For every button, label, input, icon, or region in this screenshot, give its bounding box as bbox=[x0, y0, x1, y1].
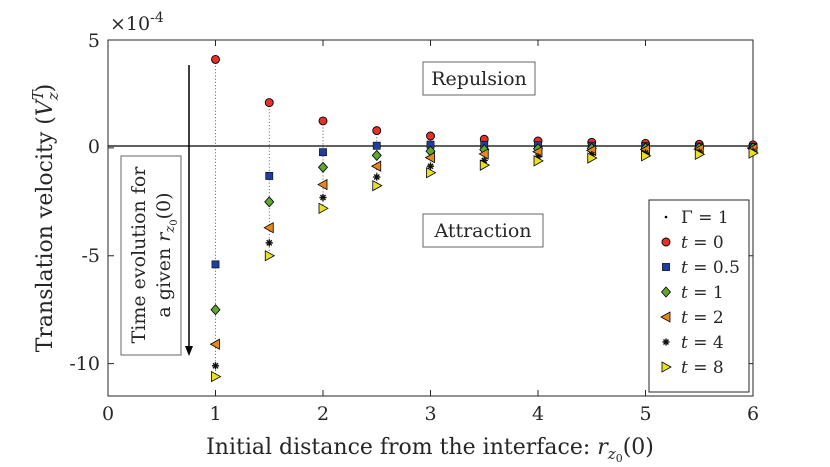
x-axis-label: Initial distance from the interface: rz0… bbox=[206, 435, 654, 465]
legend-label-t4: t = 4 bbox=[681, 333, 724, 353]
data-point-diamond bbox=[317, 161, 329, 173]
legend-marker-star bbox=[662, 338, 670, 346]
legend-marker-triangle-right bbox=[661, 361, 672, 373]
data-point-triangle-left bbox=[424, 151, 435, 164]
exponent-value: -4 bbox=[150, 10, 164, 26]
data-point-circle bbox=[426, 131, 435, 141]
attraction-box bbox=[422, 213, 544, 248]
legend-gamma-sym: Γ bbox=[681, 208, 693, 228]
data-point-triangle-right bbox=[533, 155, 544, 167]
x-label-sym: r bbox=[597, 435, 609, 460]
y-tick-label: 0 bbox=[88, 136, 100, 158]
data-markers bbox=[209, 54, 759, 383]
data-point-triangle-left bbox=[478, 148, 489, 160]
y-label-main: Translation velocity ( bbox=[33, 116, 58, 352]
legend: Γ = 1 t = 0 t = 0.5 t = 1 t = 2 t = 4 t … bbox=[664, 208, 740, 378]
data-point-star bbox=[426, 162, 435, 170]
exponent-prefix: ×10 bbox=[110, 13, 150, 35]
y-label-sub: z bbox=[44, 92, 62, 101]
legend-dot-marker bbox=[664, 215, 668, 219]
data-point-circle bbox=[372, 126, 382, 136]
data-point-triangle-right bbox=[264, 250, 276, 262]
data-point-triangle-left bbox=[263, 222, 274, 234]
repulsion-label: Repulsion bbox=[431, 68, 527, 90]
data-point-triangle-right bbox=[641, 150, 652, 162]
legend-marker-circle bbox=[661, 237, 671, 247]
x-label-tail: (0) bbox=[623, 435, 654, 460]
y-axis-label: Translation velocity (VTz) bbox=[29, 84, 62, 353]
y-tick-labels: 5 0 -5 -10 bbox=[69, 30, 100, 375]
time-evolution-sym: r bbox=[153, 231, 175, 242]
x-tick-label: 3 bbox=[424, 403, 436, 425]
repulsion-box bbox=[422, 61, 536, 96]
data-point-triangle-left bbox=[370, 160, 382, 172]
time-evolution-prefix: a given bbox=[153, 242, 175, 318]
legend-gamma-label: Γ = 1 bbox=[681, 208, 729, 228]
legend-marker-triangle-left bbox=[660, 311, 671, 323]
y-label-tail: ) bbox=[33, 84, 58, 93]
time-evolution-box bbox=[120, 155, 182, 356]
data-point-star bbox=[319, 193, 327, 202]
time-arrow-head bbox=[185, 346, 193, 356]
y-label-sup: T bbox=[29, 89, 47, 100]
time-evolution-line1: Time evolution for bbox=[128, 166, 150, 344]
data-point-triangle-right bbox=[587, 152, 598, 164]
data-point-diamond bbox=[264, 196, 275, 208]
data-point-star bbox=[265, 239, 273, 247]
x-tick-label: 5 bbox=[639, 403, 651, 425]
legend-label-t2: t = 2 bbox=[681, 308, 724, 328]
data-point-triangle-right bbox=[372, 179, 383, 192]
y-tick-label: 5 bbox=[88, 30, 100, 52]
data-point-triangle-left bbox=[317, 178, 328, 191]
data-point-triangle-right bbox=[479, 159, 491, 171]
data-point-square bbox=[265, 172, 274, 180]
legend-label-t1: t = 1 bbox=[681, 283, 724, 303]
data-point-triangle-right bbox=[211, 370, 222, 383]
data-point-triangle-right bbox=[318, 202, 329, 214]
data-point-circle bbox=[211, 54, 220, 64]
legend-entry-gamma: Γ = 1 bbox=[664, 208, 729, 228]
y-tick-label: -10 bbox=[69, 353, 100, 375]
attraction-label: Attraction bbox=[433, 220, 531, 242]
legend-marker-square bbox=[662, 263, 670, 271]
data-point-diamond bbox=[371, 149, 382, 162]
data-point-circle bbox=[318, 116, 328, 126]
time-evolution-label: Time evolution for a given rz0(0) bbox=[128, 166, 180, 344]
x-tick-label: 0 bbox=[102, 403, 114, 425]
legend-gamma-eq: = 1 bbox=[693, 208, 729, 228]
x-tick-labels: 0 1 2 3 4 5 6 bbox=[102, 403, 759, 425]
data-point-star bbox=[211, 362, 220, 370]
legend-markers bbox=[660, 237, 672, 373]
data-point-star bbox=[373, 173, 381, 181]
time-evolution-subsub: 0 bbox=[169, 219, 180, 225]
y-label-sym: V bbox=[33, 98, 58, 116]
time-evolution-sub: z bbox=[163, 226, 178, 234]
legend-label-t0: t = 0 bbox=[681, 233, 724, 253]
data-point-circle bbox=[264, 98, 274, 108]
legend-label-t05: t = 0.5 bbox=[681, 258, 740, 278]
x-tick-label: 6 bbox=[747, 403, 759, 425]
data-point-diamond bbox=[210, 304, 221, 316]
x-label-sub: z bbox=[607, 445, 616, 463]
data-point-square bbox=[319, 148, 327, 157]
data-point-square bbox=[211, 260, 220, 269]
x-label-main: Initial distance from the interface: bbox=[206, 435, 597, 460]
legend-marker-diamond bbox=[660, 286, 672, 298]
data-point-triangle-left bbox=[209, 338, 220, 350]
legend-label-t8: t = 8 bbox=[681, 358, 724, 378]
data-point-triangle-right bbox=[694, 148, 706, 161]
x-tick-label: 4 bbox=[532, 403, 544, 425]
x-tick-label: 1 bbox=[209, 403, 221, 425]
time-evolution-tail: (0) bbox=[153, 192, 175, 219]
time-evolution-line2: a given rz0(0) bbox=[153, 192, 180, 317]
x-label-subsub: 0 bbox=[616, 452, 623, 465]
x-tick-label: 2 bbox=[317, 403, 329, 425]
y-exponent: ×10-4 bbox=[110, 10, 164, 35]
data-point-triangle-right bbox=[748, 147, 759, 159]
data-point-triangle-right bbox=[426, 167, 437, 179]
data-point-square bbox=[372, 141, 381, 150]
y-tick-label: -5 bbox=[81, 245, 100, 267]
